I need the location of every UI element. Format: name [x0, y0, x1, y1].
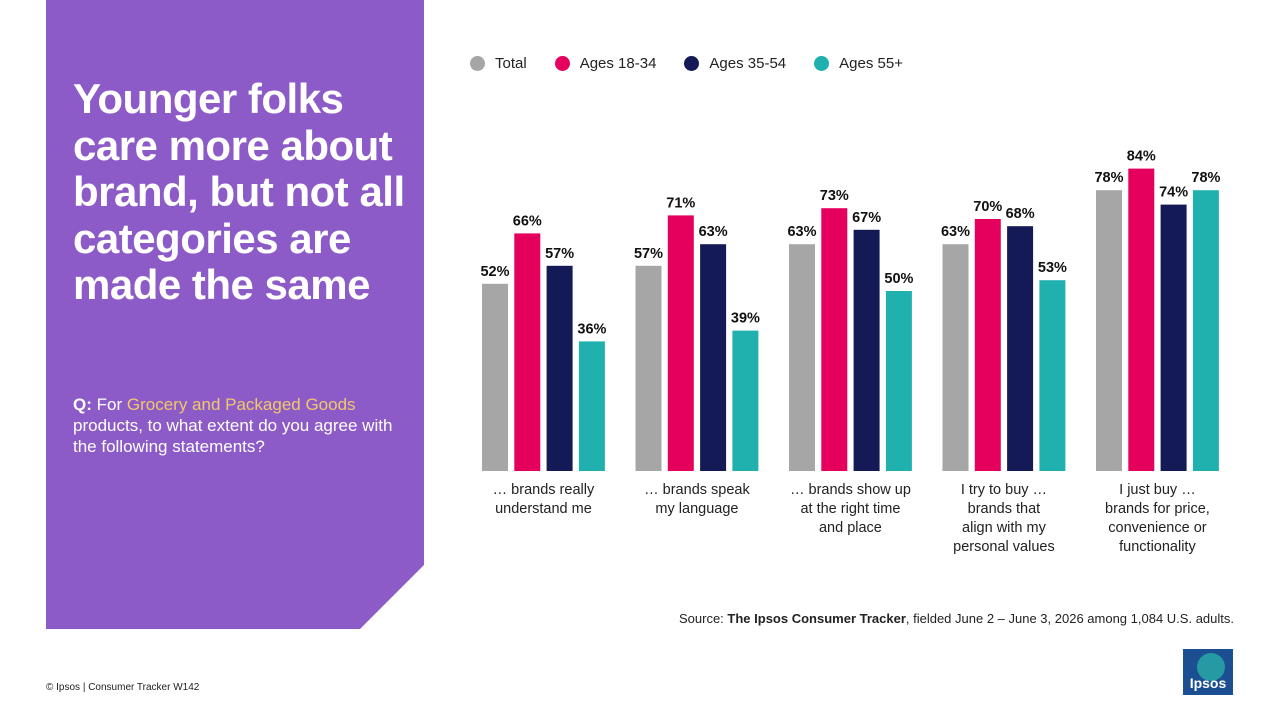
bar: [546, 265, 573, 471]
category-label-line: brands for price,: [1105, 501, 1210, 517]
data-label: 70%: [973, 199, 1002, 215]
category-label: … brands show up at the right time and pla…: [780, 481, 920, 538]
legend-item: Ages 55+: [814, 55, 903, 72]
category-label-line: at the right time: [800, 501, 901, 517]
category-label-line: functionality: [1119, 539, 1196, 555]
data-label: 67%: [852, 210, 881, 226]
ipsos-logo: Ipsos: [1183, 649, 1233, 695]
logo-text: Ipsos: [1189, 675, 1227, 691]
data-label: 71%: [666, 195, 695, 211]
bar: [942, 244, 969, 471]
footer-copyright: © Ipsos | Consumer Tracker W142: [46, 682, 200, 693]
source-name: The Ipsos Consumer Tracker: [727, 611, 906, 626]
page-title: Younger folks care more about brand, but…: [73, 75, 405, 308]
data-label: 78%: [1094, 170, 1123, 186]
chart-legend: Total Ages 18-34 Ages 35-54 Ages 55+: [470, 55, 931, 72]
bar: [667, 215, 694, 471]
category-label-line: and place: [818, 520, 882, 536]
data-label: 63%: [787, 224, 816, 240]
data-label: 36%: [577, 321, 606, 337]
legend-item: Total: [470, 55, 527, 72]
question-text-post: products, to what extent do you agree wi…: [73, 416, 393, 456]
category-label-line: my language: [655, 501, 739, 517]
bar: [1096, 190, 1122, 471]
data-label: 53%: [1038, 260, 1067, 276]
category-label-line: personal values: [953, 539, 1055, 555]
data-label: 78%: [1191, 170, 1220, 186]
category-label: I just buy … brands for price, convenience…: [1087, 481, 1227, 557]
bar: [1160, 204, 1187, 471]
bar: [1192, 190, 1219, 471]
category-label: … brands speak my language: [627, 481, 767, 519]
legend-swatch: [684, 56, 700, 71]
data-label: 57%: [545, 246, 574, 262]
category-label: I try to buy … brands that align with my pe…: [934, 481, 1074, 557]
data-label: 39%: [731, 311, 760, 327]
legend-swatch: [814, 56, 830, 71]
logo-mark-icon: [1197, 653, 1225, 681]
bar: [789, 244, 815, 471]
data-label: 57%: [634, 246, 663, 262]
category-label-line: I try to buy …: [960, 482, 1048, 498]
bar: [821, 208, 848, 471]
bar: [1007, 226, 1034, 471]
category-label-line: brands that: [967, 501, 1041, 517]
category-label-line: convenience or: [1108, 520, 1207, 536]
bar: [1128, 168, 1155, 471]
bar: [700, 244, 727, 471]
legend-label: Ages 35-54: [709, 55, 787, 72]
source-note: Source: The Ipsos Consumer Tracker, fiel…: [679, 611, 1234, 626]
bar: [635, 265, 662, 471]
legend-label: Ages 18-34: [579, 55, 657, 72]
data-label: 50%: [884, 271, 913, 287]
bar: [853, 229, 880, 471]
data-label: 74%: [1159, 185, 1188, 201]
legend-swatch: [470, 56, 485, 71]
bar: [578, 341, 605, 471]
bar: [885, 291, 912, 471]
data-label: 68%: [1006, 206, 1035, 222]
category-label-line: understand me: [495, 501, 592, 517]
question-label: Q:: [73, 395, 92, 414]
category-label-line: I just buy …: [1119, 482, 1196, 498]
bar: [732, 330, 759, 471]
question-highlight: Grocery and Packaged Goods: [126, 395, 356, 414]
data-label: 52%: [480, 264, 509, 280]
bar: [974, 219, 1001, 471]
legend-item: Ages 18-34: [554, 55, 657, 72]
data-label: 63%: [941, 224, 970, 240]
question-text-pre: For: [96, 395, 123, 414]
data-label: 84%: [1127, 149, 1156, 165]
legend-label: Total: [495, 55, 527, 72]
source-prefix: Source:: [678, 611, 724, 626]
source-suffix: , fielded June 2 – June 3, 2026 among 1,…: [905, 611, 1234, 626]
data-label: 73%: [820, 188, 849, 204]
bar: [514, 233, 541, 471]
category-label-line: … brands speak: [644, 482, 750, 498]
data-label: 66%: [513, 213, 542, 229]
title-panel: Younger folks care more about brand, but…: [46, 0, 424, 629]
category-label-line: … brands show up: [789, 482, 911, 498]
legend-swatch: [554, 56, 570, 71]
data-label: 63%: [699, 224, 728, 240]
survey-question: Q: For Grocery and Packaged Goods produc…: [73, 394, 393, 457]
bar: [482, 283, 508, 471]
legend-label: Ages 55+: [839, 55, 903, 72]
category-label: … brands really understand me: [473, 481, 613, 519]
category-label-line: align with my: [962, 520, 1046, 536]
bar: [1039, 280, 1066, 471]
legend-item: Ages 35-54: [684, 55, 786, 72]
category-label-line: … brands really: [492, 482, 595, 498]
